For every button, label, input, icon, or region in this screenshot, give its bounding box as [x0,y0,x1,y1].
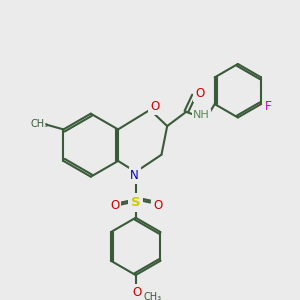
Text: F: F [266,100,272,112]
Text: NH: NH [193,110,210,120]
Text: CH₃: CH₃ [144,292,162,300]
Text: S: S [131,196,140,209]
Text: O: O [153,199,162,212]
Text: O: O [110,199,119,212]
Text: O: O [195,87,204,100]
Text: O: O [132,286,141,299]
Text: N: N [130,169,139,182]
Text: CH₃: CH₃ [31,119,49,129]
Text: O: O [150,100,159,113]
